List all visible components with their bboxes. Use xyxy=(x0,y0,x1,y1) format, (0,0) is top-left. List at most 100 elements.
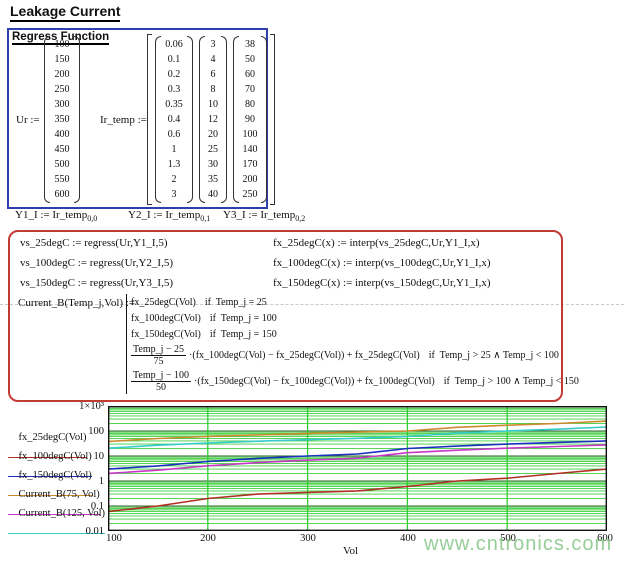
y2-assignment[interactable]: Y2_I := Ir_temp0,1 xyxy=(128,209,210,225)
matrix-value: 35 xyxy=(208,174,218,185)
y2-assignment-text: Y2_I := Ir_temp xyxy=(128,209,201,221)
y3-assignment[interactable]: Y3_I := Ir_temp0,2 xyxy=(223,209,305,225)
matrix-value: 0.6 xyxy=(167,129,181,140)
ir-temp-label[interactable]: Ir_temp := xyxy=(100,114,147,126)
y-tick-10: 10 xyxy=(93,451,105,462)
y-tick-1e3: 1×10³ xyxy=(79,401,104,412)
y2-subscript: 0,1 xyxy=(200,214,211,224)
matrix-value: 450 xyxy=(54,144,70,155)
matrix-value: 600 xyxy=(54,189,70,200)
paren-right-icon xyxy=(187,36,193,203)
fraction-denominator: 75 xyxy=(153,355,164,367)
case-interp-25-100: Temp_j − 25 75 ·(fx_100degC(Vol) − fx_25… xyxy=(131,342,579,368)
case-cond: if Temp_j > 25 ∧ Temp_j < 100 xyxy=(428,349,559,361)
x-tick-100: 100 xyxy=(106,533,122,544)
paren-left-icon xyxy=(199,36,205,203)
matrix-value: 3 xyxy=(171,189,177,200)
interp-expr-100[interactable]: fx_100degC(x) := interp(vs_100degC,Ur,Y1… xyxy=(273,257,491,269)
matrix-value: 90 xyxy=(245,114,255,125)
matrix-value: 300 xyxy=(54,99,70,110)
x-axis-title: Vol xyxy=(343,545,359,557)
leakage-current-plot[interactable] xyxy=(108,406,607,531)
formula-region-box[interactable] xyxy=(8,230,563,402)
legend-item-fx150[interactable]: fx_150degC(Vol) xyxy=(8,458,92,520)
matrix-value: 20 xyxy=(208,129,218,140)
case-cond: if Temp_j = 150 xyxy=(209,328,277,340)
case-cond: if Temp_j = 100 xyxy=(209,312,277,324)
matrix-value: 350 xyxy=(54,114,70,125)
matrix-value: 100 xyxy=(54,39,70,50)
matrix-value: 1 xyxy=(171,144,177,155)
case-cond: if Temp_j > 100 ∧ Temp_j < 150 xyxy=(443,375,579,387)
matrix-value: 0.06 xyxy=(165,39,183,50)
matrix-value: 550 xyxy=(54,174,70,185)
legend-item-currentb75[interactable]: Current_B(75, Vol) xyxy=(8,477,100,539)
regress-region-box[interactable] xyxy=(7,28,268,209)
y1-subscript: 0,0 xyxy=(87,214,98,224)
fraction: Temp_j − 100 50 xyxy=(131,369,192,393)
paren-right-icon xyxy=(221,36,227,203)
matrix-value: 2 xyxy=(171,174,177,185)
matrix-value: 3 xyxy=(210,39,216,50)
y3-subscript: 0,2 xyxy=(295,214,306,224)
matrix-value: 250 xyxy=(242,189,258,200)
interp-expr-25[interactable]: fx_25degC(x) := interp(vs_25degC,Ur,Y1_I… xyxy=(273,237,480,249)
y3-assignment-text: Y3_I := Ir_temp xyxy=(223,209,296,221)
legend-trace-swatch xyxy=(8,514,100,515)
fraction-numerator: Temp_j − 25 xyxy=(131,343,187,356)
y1-assignment-text: Y1_I := Ir_temp xyxy=(15,209,88,221)
matrix-value: 100 xyxy=(242,129,258,140)
y-tick-0p01: 0.01 xyxy=(85,526,104,537)
interp-expr-150[interactable]: fx_150degC(x) := interp(vs_150degC,Ur,Y1… xyxy=(273,277,491,289)
matrix-value: 400 xyxy=(54,129,70,140)
matrix-value: 500 xyxy=(54,159,70,170)
y1-assignment[interactable]: Y1_I := Ir_temp0,0 xyxy=(15,209,97,225)
page-title: Leakage Current xyxy=(10,3,121,22)
legend-item-fx100[interactable]: fx_100degC(Vol) xyxy=(8,439,92,501)
ur-label[interactable]: Ur := xyxy=(16,114,40,126)
case-expr: ·(fx_100degC(Vol) − fx_25degC(Vol)) + fx… xyxy=(189,349,420,361)
x-tick-500: 500 xyxy=(500,533,516,544)
matrix-value: 50 xyxy=(245,54,255,65)
case-expr: fx_150degC(Vol) xyxy=(131,328,201,340)
case-cond: if Temp_j = 25 xyxy=(204,296,267,308)
ir-column-2: 38 50 60 70 80 90 100 140 170 200 250 xyxy=(239,36,261,203)
current-b-lhs[interactable]: Current_B(Temp_j,Vol) := xyxy=(18,297,136,309)
case-150: fx_150degC(Vol) if Temp_j = 150 xyxy=(131,326,579,342)
legend-trace-swatch xyxy=(8,457,87,458)
matrix-value: 25 xyxy=(208,144,218,155)
page-break-line xyxy=(0,304,624,305)
regress-expr-25[interactable]: vs_25degC := regress(Ur,Y1_I,5) xyxy=(20,237,168,249)
fraction-numerator: Temp_j − 100 xyxy=(131,369,192,382)
paren-left-icon xyxy=(233,36,239,203)
current-b-program[interactable]: fx_25degC(Vol) if Temp_j = 25 fx_100degC… xyxy=(126,294,579,394)
y-tick-1: 1 xyxy=(98,476,104,487)
paren-left-icon xyxy=(155,36,161,203)
legend-label: Current_B(75, Vol) xyxy=(18,489,100,500)
matrix-value: 170 xyxy=(242,159,258,170)
case-expr: fx_25degC(Vol) xyxy=(131,296,196,308)
bracket-left-icon xyxy=(147,34,152,205)
matrix-value: 4 xyxy=(210,54,216,65)
fraction: Temp_j − 25 75 xyxy=(131,343,187,367)
matrix-value: 1.3 xyxy=(167,159,181,170)
case-interp-100-150: Temp_j − 100 50 ·(fx_150degC(Vol) − fx_1… xyxy=(131,368,579,394)
regress-expr-150[interactable]: vs_150degC := regress(Ur,Y3_I,5) xyxy=(20,277,174,289)
legend-label: fx_150degC(Vol) xyxy=(18,470,92,481)
legend-label: Current_B(125, Vol) xyxy=(18,508,106,519)
matrix-value: 10 xyxy=(208,99,218,110)
ir-column-0: 0.06 0.1 0.2 0.3 0.35 0.4 0.6 1 1.3 2 3 xyxy=(161,36,187,203)
legend-item-currentb125[interactable]: Current_B(125, Vol) xyxy=(8,496,106,558)
matrix-value: 0.35 xyxy=(165,99,183,110)
ir-temp-matrix[interactable]: 0.06 0.1 0.2 0.3 0.35 0.4 0.6 1 1.3 2 3 3 4 6 8 10 12 20… xyxy=(147,34,275,205)
regress-expr-100[interactable]: vs_100degC := regress(Ur,Y2_I,5) xyxy=(20,257,174,269)
matrix-value: 6 xyxy=(210,69,216,80)
ur-vector-values: 100 150 200 250 300 350 400 450 500 550 600 xyxy=(50,36,74,203)
matrix-value: 40 xyxy=(208,189,218,200)
case-expr: fx_100degC(Vol) xyxy=(131,312,201,324)
ur-vector[interactable]: 100 150 200 250 300 350 400 450 500 550 600 xyxy=(44,36,80,203)
legend-item-fx25[interactable]: fx_25degC(Vol) xyxy=(8,420,87,482)
matrix-value: 70 xyxy=(245,84,255,95)
matrix-value: 0.4 xyxy=(167,114,181,125)
